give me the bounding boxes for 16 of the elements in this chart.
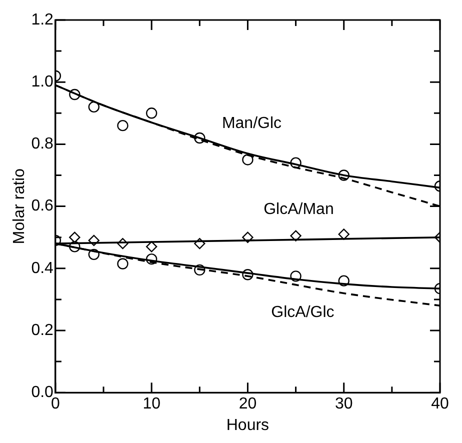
y-tick-label: 0.4	[31, 260, 54, 277]
series-label: GlcA/Glc	[271, 304, 334, 322]
x-axis-title: Hours	[226, 416, 270, 434]
y-tick-label: 0.8	[31, 136, 54, 153]
y-tick-label: 0.2	[31, 322, 54, 339]
y-tick-label: 0.6	[31, 198, 54, 215]
series-label: GlcA/Man	[264, 200, 334, 218]
y-tick-label: 1.2	[31, 11, 54, 28]
x-tick-label: 10	[142, 396, 161, 413]
y-axis-title: Molar ratio	[11, 168, 28, 244]
series-label: Man/Glc	[222, 115, 282, 132]
x-tick-label: 0	[50, 396, 60, 413]
x-tick-label: 20	[238, 396, 257, 413]
x-tick-label: 40	[431, 396, 449, 413]
x-tick-label: 30	[334, 396, 353, 413]
y-tick-label: 1.0	[31, 74, 54, 91]
